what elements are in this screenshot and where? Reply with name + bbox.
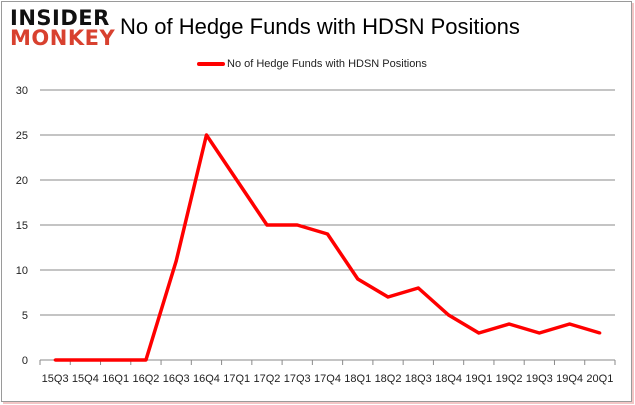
data-point	[53, 358, 57, 362]
data-point	[83, 358, 87, 362]
data-point	[507, 322, 511, 326]
data-point	[265, 223, 269, 227]
x-tick-label: 18Q3	[405, 373, 432, 385]
legend-swatch	[197, 62, 225, 66]
legend: No of Hedge Funds with HDSN Positions	[197, 58, 427, 70]
data-point	[295, 223, 299, 227]
y-tick-label: 15	[16, 220, 28, 232]
x-tick-label: 20Q1	[586, 373, 613, 385]
data-point	[174, 259, 178, 263]
data-point	[144, 358, 148, 362]
data-point	[386, 295, 390, 299]
x-tick-label: 16Q3	[163, 373, 190, 385]
data-point	[356, 277, 360, 281]
x-tick-label: 17Q3	[284, 373, 311, 385]
data-point	[568, 322, 572, 326]
x-tick-label: 19Q1	[465, 373, 492, 385]
x-tick-label: 15Q3	[42, 373, 69, 385]
x-tick-label: 17Q4	[314, 373, 341, 385]
y-tick-label: 30	[16, 85, 28, 97]
data-point	[416, 286, 420, 290]
data-point	[598, 331, 602, 335]
y-tick-label: 20	[16, 175, 28, 187]
x-tick-label: 19Q3	[526, 373, 553, 385]
x-tick-label: 17Q2	[254, 373, 281, 385]
x-tick-label: 17Q1	[223, 373, 250, 385]
x-tick-label: 19Q4	[556, 373, 583, 385]
data-point	[537, 331, 541, 335]
x-tick-label: 16Q1	[102, 373, 129, 385]
insider-monkey-logo: INSIDER MONKEY	[10, 6, 116, 50]
x-tick-label: 16Q2	[132, 373, 159, 385]
chart-title: No of Hedge Funds with HDSN Positions	[120, 14, 520, 39]
x-tick-label: 16Q4	[193, 373, 220, 385]
series-line	[55, 133, 601, 362]
x-tick-label: 18Q1	[344, 373, 371, 385]
y-tick-label: 10	[16, 265, 28, 277]
y-tick-label: 0	[22, 355, 28, 367]
data-point	[235, 178, 239, 182]
x-tick-label: 18Q2	[375, 373, 402, 385]
x-tick-label: 15Q4	[72, 373, 99, 385]
y-tick-label: 25	[16, 130, 28, 142]
data-point	[477, 331, 481, 335]
y-tick-label: 5	[22, 310, 28, 322]
logo-line2: MONKEY	[10, 26, 116, 50]
legend-label: No of Hedge Funds with HDSN Positions	[227, 58, 427, 70]
x-tick-label: 18Q4	[435, 373, 462, 385]
data-point	[114, 358, 118, 362]
data-point	[326, 232, 329, 236]
x-tick-label: 19Q2	[496, 373, 523, 385]
data-point	[447, 313, 451, 317]
data-point	[204, 133, 208, 137]
logo-line1: INSIDER	[10, 6, 110, 30]
